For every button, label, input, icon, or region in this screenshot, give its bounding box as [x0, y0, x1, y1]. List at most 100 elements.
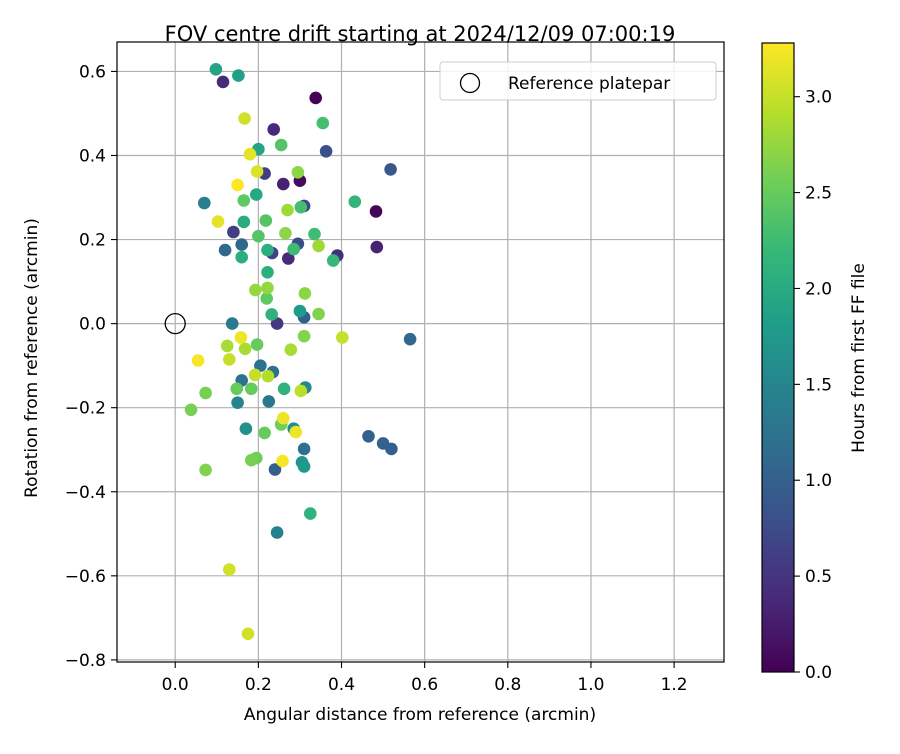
data-point	[211, 215, 225, 228]
colorbar-gradient	[761, 42, 795, 673]
data-point	[261, 281, 274, 295]
x-tick-label: 1.2	[661, 675, 688, 695]
data-point	[261, 266, 274, 279]
data-point	[384, 163, 397, 176]
data-point	[216, 75, 230, 89]
y-axis-label: Rotation from reference (arcmin)	[22, 218, 42, 498]
data-point	[237, 194, 251, 207]
data-point	[252, 229, 265, 243]
reference-platepar-marker	[164, 312, 186, 335]
data-point	[259, 214, 273, 227]
data-point	[238, 112, 251, 125]
y-tick-label: 0.2	[79, 231, 106, 251]
data-point	[260, 292, 274, 305]
data-point	[261, 243, 274, 257]
legend-frame	[439, 61, 717, 101]
points-layer	[184, 63, 417, 641]
data-point	[312, 239, 325, 253]
y-tick-label: −0.8	[65, 651, 106, 671]
data-point	[248, 368, 262, 382]
data-point	[277, 411, 290, 425]
data-point	[267, 123, 281, 136]
data-point	[277, 382, 291, 396]
colorbar-tick-label: 1.5	[805, 375, 832, 395]
x-tick-label: 0.6	[411, 675, 438, 695]
plot-frame	[116, 41, 725, 663]
data-point	[287, 242, 301, 256]
data-point	[309, 91, 323, 105]
data-point	[235, 250, 248, 264]
data-point	[276, 454, 289, 468]
x-axis: 0.0 0.2 0.4 0.6 0.8 1.0 1.2	[162, 662, 688, 695]
data-point	[239, 422, 253, 436]
data-point	[245, 382, 258, 396]
data-point	[235, 238, 248, 251]
y-tick-label: 0.4	[79, 146, 106, 166]
x-axis-label: Angular distance from reference (arcmin)	[244, 705, 596, 725]
legend-label-reference: Reference platepar	[508, 74, 670, 94]
y-tick-label: −0.6	[65, 567, 106, 587]
data-point	[279, 227, 292, 240]
data-point	[250, 165, 264, 178]
data-point	[234, 331, 248, 344]
data-point	[199, 386, 212, 400]
data-point	[312, 307, 325, 321]
data-point	[227, 225, 240, 239]
data-point	[362, 430, 375, 443]
data-point	[232, 69, 245, 82]
data-point	[274, 138, 288, 152]
x-tick-label: 0.0	[162, 675, 189, 695]
data-point	[209, 63, 223, 76]
colorbar-tick-label: 3.0	[805, 88, 832, 108]
data-point	[223, 563, 236, 576]
data-point	[199, 463, 212, 477]
legend-marker-reference	[459, 72, 481, 94]
colorbar-tick-label: 2.0	[805, 279, 832, 299]
data-point	[297, 442, 311, 456]
data-point	[289, 425, 303, 439]
data-point	[316, 116, 330, 130]
colorbar-tick-label: 1.0	[805, 471, 832, 491]
data-point	[231, 396, 244, 410]
data-point	[231, 178, 244, 192]
data-point	[297, 329, 311, 343]
data-point	[198, 196, 211, 210]
data-point	[298, 287, 312, 300]
data-point	[265, 308, 279, 321]
data-point	[308, 227, 321, 241]
data-point	[245, 453, 258, 467]
data-point	[237, 215, 251, 229]
data-point	[294, 200, 308, 214]
data-point	[220, 339, 234, 353]
x-tick-label: 0.2	[245, 675, 272, 695]
data-point	[184, 403, 198, 417]
data-point	[291, 166, 305, 179]
data-point	[243, 147, 257, 161]
data-point	[225, 317, 239, 330]
data-point	[282, 252, 295, 265]
y-tick-label: −0.4	[65, 483, 106, 503]
colorbar-tick-label: 0.5	[805, 567, 832, 587]
data-point	[370, 240, 384, 254]
data-point	[293, 304, 307, 318]
data-point	[284, 343, 298, 357]
y-tick-label: 0.6	[79, 62, 106, 82]
data-point	[348, 195, 362, 208]
data-point	[191, 354, 205, 367]
data-point	[385, 442, 398, 456]
data-point	[249, 188, 263, 201]
data-point	[270, 526, 284, 539]
y-tick-label: −0.2	[65, 399, 106, 419]
data-point	[238, 342, 252, 356]
data-point	[294, 384, 308, 398]
y-axis: −0.8 −0.6 −0.4 −0.2 0.0 0.2 0.4 0.6	[65, 62, 117, 671]
data-point	[230, 382, 243, 396]
data-point	[326, 254, 340, 267]
data-point	[319, 145, 333, 158]
data-point	[297, 460, 311, 473]
data-point	[241, 627, 255, 641]
reference-layer	[164, 312, 186, 335]
x-tick-label: 1.0	[577, 675, 604, 695]
data-point	[261, 369, 275, 383]
